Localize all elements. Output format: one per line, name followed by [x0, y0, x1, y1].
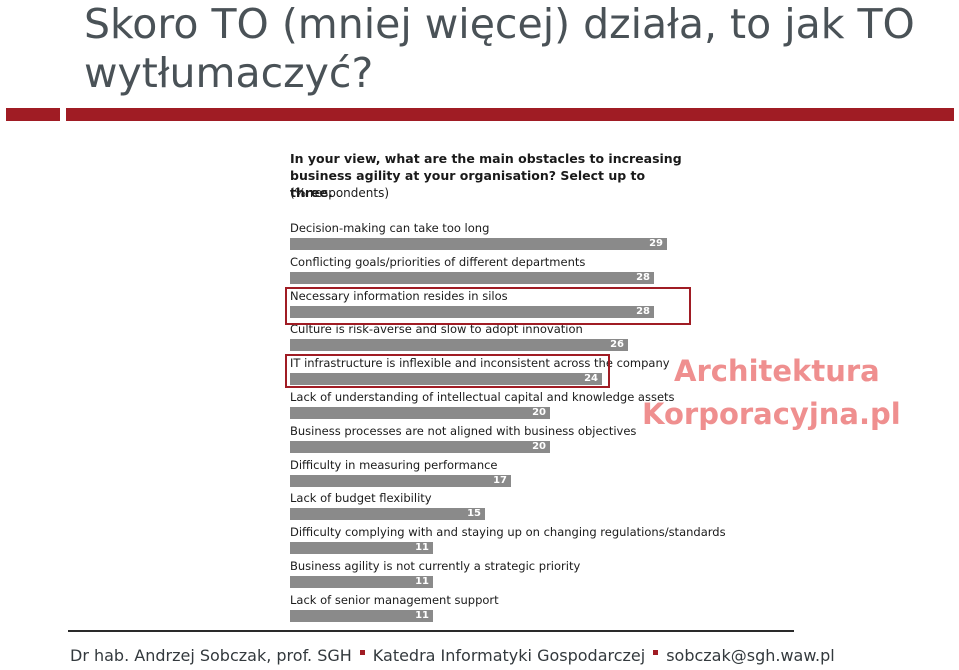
bar	[290, 305, 654, 318]
watermark-logo: Architektura Korporacyjna.pl	[642, 350, 942, 436]
bar	[290, 576, 433, 588]
title-rule-right	[66, 108, 954, 121]
bar	[290, 542, 433, 555]
footer: Dr hab. Andrzej Sobczak, prof. SGH Katedr…	[70, 646, 835, 665]
bar-value-label: 28	[636, 271, 650, 283]
category-label: Business processes are not aligned with …	[290, 423, 637, 438]
bar	[290, 271, 654, 284]
highlight-box-it-infrastructure	[285, 354, 610, 388]
chart-subtitle: (% respondents)	[290, 186, 390, 200]
highlight-box-silos	[285, 287, 691, 325]
bar-value-label: 11	[415, 542, 429, 554]
bar-value-label: 20	[532, 407, 546, 418]
footer-author: Dr hab. Andrzej Sobczak, prof. SGH	[70, 646, 352, 665]
category-label: Necessary information resides in silos	[290, 288, 508, 303]
chart-title: In your view, what are the main obstacle…	[290, 151, 682, 200]
footer-email: sobczak@sgh.waw.pl	[666, 646, 835, 665]
category-label: Business agility is not currently a stra…	[290, 559, 581, 573]
bar-value-label: 11	[415, 576, 429, 587]
bar-value-label: 24	[584, 373, 598, 385]
footer-department: Katedra Informatyki Gospodarczej	[372, 646, 646, 665]
bar	[290, 440, 550, 453]
category-label: Lack of budget flexibility	[290, 491, 432, 506]
bar	[290, 238, 667, 250]
bar	[290, 339, 628, 352]
bar-value-label: 26	[610, 339, 624, 351]
watermark-line-2: Korporacyjna.pl	[642, 397, 901, 431]
category-label: Lack of senior management support	[290, 592, 499, 607]
bar-value-label: 17	[493, 474, 507, 486]
bar-value-label: 11	[415, 609, 429, 621]
bar-value-label: 29	[649, 238, 663, 249]
bar	[290, 373, 602, 386]
category-label: IT infrastructure is inflexible and inco…	[290, 356, 670, 371]
slide-title: Skoro TO (mniej więcej) działa, to jak T…	[84, 0, 915, 97]
obstacles-bar-chart: In your view, what are the main obstacle…	[282, 146, 726, 628]
bar-value-label: 20	[532, 440, 546, 452]
category-label: Conflicting goals/priorities of differen…	[290, 254, 586, 269]
bar	[290, 407, 550, 419]
category-label: Decision-making can take too long	[290, 221, 490, 235]
bar-value-label: 15	[467, 508, 481, 520]
title-rule-left	[6, 108, 60, 121]
footer-separator-icon	[359, 649, 365, 655]
bar	[290, 609, 433, 622]
watermark-line-1: Architektura	[674, 354, 880, 388]
bar	[290, 474, 511, 487]
footer-rule	[68, 630, 794, 632]
bar	[290, 508, 485, 521]
category-label: Lack of understanding of intellectual ca…	[290, 390, 675, 404]
category-label: Difficulty complying with and staying up…	[290, 525, 726, 540]
footer-separator-icon	[653, 649, 659, 655]
bar-value-label: 28	[636, 305, 650, 317]
category-label: Culture is risk-averse and slow to adopt…	[290, 322, 583, 337]
category-label: Difficulty in measuring performance	[290, 457, 498, 472]
